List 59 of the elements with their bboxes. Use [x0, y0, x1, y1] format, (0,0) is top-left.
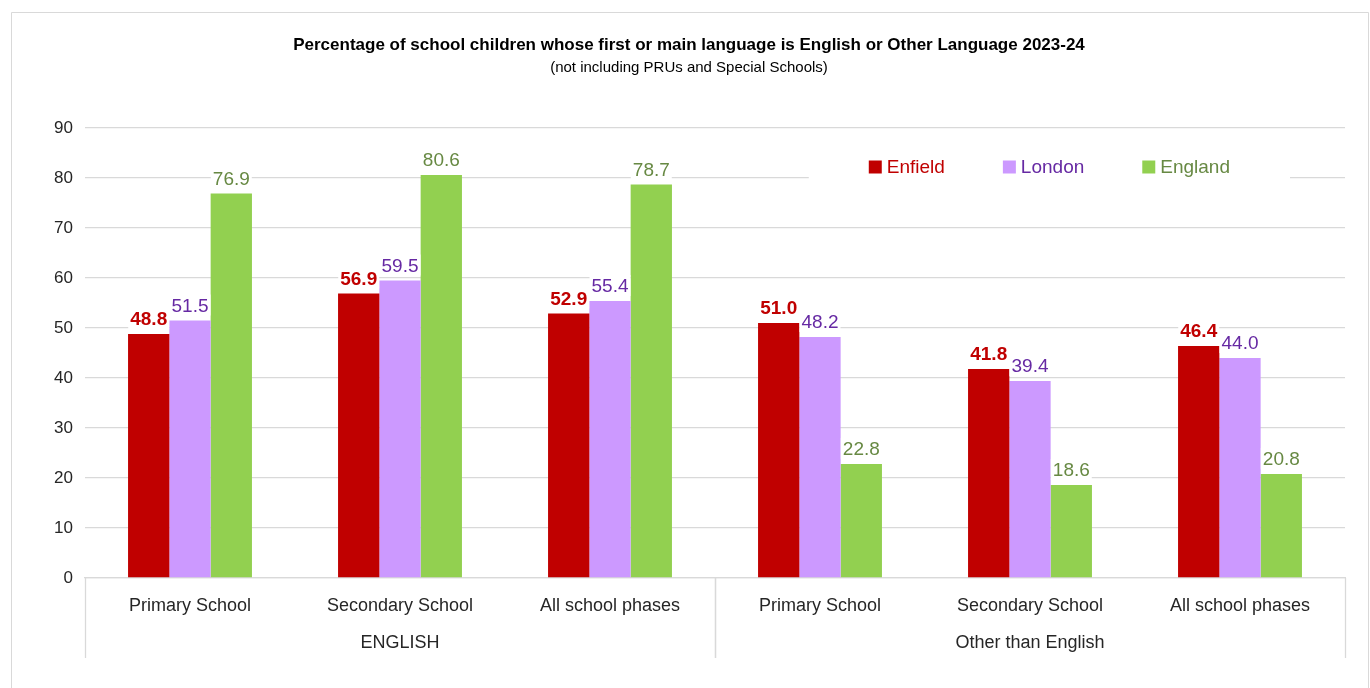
y-tick-label: 10	[54, 517, 73, 537]
data-label: 22.8	[842, 438, 880, 459]
y-tick-label: 40	[54, 367, 73, 387]
data-label: 48.8	[130, 308, 168, 329]
legend-label: London	[1020, 156, 1085, 178]
bar	[758, 323, 800, 578]
legend-label: England	[1160, 156, 1231, 178]
data-label: 20.8	[1262, 448, 1300, 469]
x-tick-label: All school phases	[539, 594, 681, 615]
data-label: 44.0	[1221, 332, 1259, 353]
data-label: 76.9	[212, 167, 250, 189]
bar	[630, 184, 672, 578]
data-label: 39.4	[1011, 355, 1049, 376]
y-tick-label: 90	[54, 117, 73, 137]
y-tick-label: 50	[54, 317, 73, 337]
text: ENGLISH	[360, 631, 440, 652]
data-label: 80.6	[422, 149, 460, 170]
bar	[1219, 358, 1261, 578]
y-tick-label: 80	[54, 167, 73, 187]
data-label: 46.4	[1180, 320, 1218, 341]
bar	[338, 293, 380, 578]
x-tick-label: Secondary School	[326, 594, 474, 615]
x-tick-label: Secondary School	[956, 594, 1104, 615]
bar	[840, 464, 882, 578]
data-label: 18.6	[1052, 459, 1090, 480]
bar	[169, 320, 211, 578]
bar	[128, 334, 170, 578]
bar	[1178, 346, 1220, 578]
x-tick-label: All school phases	[1169, 594, 1311, 615]
bar	[1009, 381, 1051, 578]
data-label: 78.7	[632, 158, 670, 180]
bar	[379, 280, 421, 578]
data-label: 52.9	[550, 287, 588, 309]
data-label: 59.5	[381, 254, 419, 276]
data-label: 41.8	[970, 343, 1008, 364]
bar	[548, 313, 590, 578]
data-label: 51.0	[760, 297, 798, 318]
legend-label: Enfield	[886, 156, 945, 178]
bar	[1260, 474, 1302, 578]
y-tick-label: 70	[54, 217, 73, 237]
bar	[589, 301, 631, 578]
y-tick-label: 60	[54, 267, 73, 287]
data-label: 48.2	[801, 311, 839, 332]
data-label: 55.4	[591, 275, 629, 296]
data-label: 56.9	[340, 267, 378, 289]
bar	[210, 193, 252, 578]
text: Other than English	[955, 631, 1105, 652]
x-tick-label: Primary School	[758, 594, 882, 615]
bar	[1050, 485, 1092, 578]
x-tick-label: Primary School	[128, 594, 252, 615]
bar	[968, 369, 1010, 578]
chart-subtitle: (not including PRUs and Special Schools)	[550, 58, 828, 76]
bar	[420, 175, 462, 578]
y-tick-label: 20	[54, 467, 73, 487]
bar	[799, 337, 841, 578]
data-label: 51.5	[171, 294, 209, 316]
y-tick-label: 30	[54, 417, 73, 437]
chart-title: Percentage of school children whose first or main language is English or Other Language 2023-24	[293, 34, 1086, 54]
y-tick-label: 0	[63, 567, 73, 587]
